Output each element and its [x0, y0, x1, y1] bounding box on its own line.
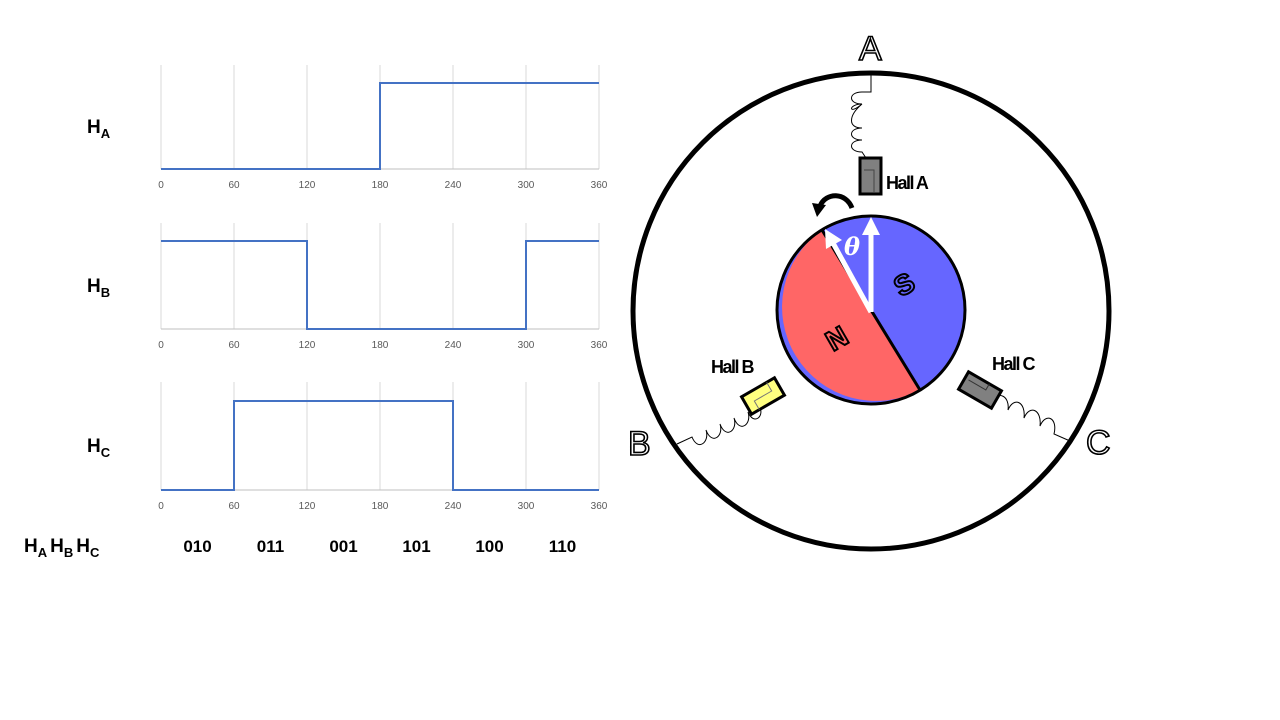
code-value: 010: [183, 537, 211, 556]
x-tick-label: 180: [372, 340, 389, 351]
hall-signal-charts: 0 60 120 180 240 300 360 0 60 120 180 240 300 360 0 60 1…: [158, 65, 608, 512]
x-tick-label: 180: [372, 501, 389, 512]
label-hc: HC: [87, 436, 111, 460]
code-value: 101: [402, 537, 430, 556]
chart-1: 0 60 120 180 240 300 360: [158, 223, 608, 351]
curved-arrow-ccw-icon: [812, 193, 855, 217]
x-tick-label: 240: [445, 501, 462, 512]
coil-b: [676, 407, 762, 446]
x-tick-label: 120: [299, 180, 316, 191]
rotor: N S θ: [775, 214, 967, 406]
signal-line: [161, 82, 599, 170]
x-tick-label: 60: [228, 501, 240, 512]
x-tick-label: 0: [158, 180, 164, 191]
motor-diagram: Hall A Hall B Hall C A B C N S θ: [627, 29, 1112, 552]
label-hb: HB: [87, 276, 110, 300]
x-tick-label: 300: [518, 180, 535, 191]
x-tick-label: 0: [158, 340, 164, 351]
x-tick-label: 60: [228, 180, 240, 191]
coil-a: [851, 75, 872, 159]
label-ha: HA: [87, 117, 111, 141]
x-tick-label: 60: [228, 340, 240, 351]
hall-a-label: Hall A: [886, 173, 929, 193]
chart-0: 0 60 120 180 240 300 360: [158, 65, 608, 191]
phase-b-label: B: [628, 425, 651, 463]
code-value: 110: [549, 537, 576, 556]
x-tick-label: 120: [299, 340, 316, 351]
stator-circle: [630, 70, 1112, 552]
x-tick-label: 360: [591, 340, 608, 351]
x-tick-label: 300: [518, 501, 535, 512]
x-tick-label: 360: [591, 501, 608, 512]
hall-b-sensor: [739, 375, 787, 417]
x-tick-label: 300: [518, 340, 535, 351]
x-tick-label: 240: [445, 180, 462, 191]
phase-c-label: C: [1086, 424, 1111, 462]
hall-c-label: Hall C: [992, 354, 1036, 374]
x-tick-label: 180: [372, 180, 389, 191]
phase-a-label: A: [859, 30, 882, 68]
hall-a-sensor: [858, 156, 883, 196]
theta-label: θ: [844, 232, 860, 261]
signal-line: [161, 240, 599, 330]
x-tick-label: 0: [158, 501, 164, 512]
hall-b-label: Hall B: [711, 357, 755, 377]
code-value: 011: [257, 537, 284, 556]
x-tick-label: 240: [445, 340, 462, 351]
chart-2: 0 60 120 180 240 300 360: [158, 382, 608, 512]
code-value: 100: [475, 537, 503, 556]
rotor-angle-arrow: [830, 241, 874, 314]
hall-c-sensor: [956, 369, 1004, 411]
code-header: HA HB HC: [24, 536, 100, 560]
rotor-north: [782, 230, 920, 401]
code-row: 010 011 001 101 100 110: [183, 537, 576, 556]
x-tick-label: 120: [299, 501, 316, 512]
x-tick-label: 360: [591, 180, 608, 191]
signal-line: [161, 400, 599, 491]
code-value: 001: [329, 537, 357, 556]
